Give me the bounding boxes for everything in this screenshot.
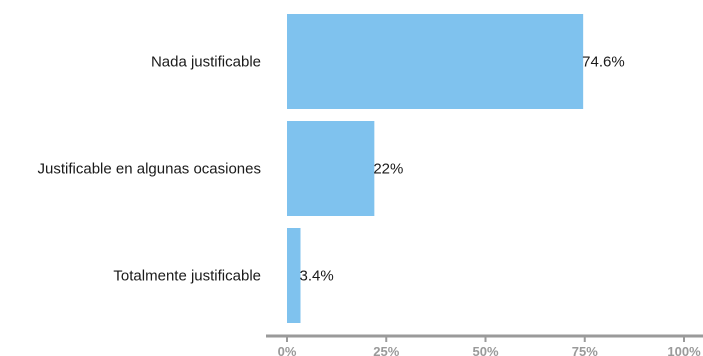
value-label: 74.6%	[582, 54, 625, 71]
bar-1	[287, 121, 375, 216]
value-label: 22%	[373, 161, 403, 178]
category-label: Totalmente justificable	[113, 268, 261, 285]
category-label: Nada justificable	[151, 54, 261, 71]
value-label: 3.4%	[299, 268, 333, 285]
x-axis: 0% 25% 50% 75% 100%	[266, 334, 703, 356]
value-labels: 74.6% 22% 3.4%	[299, 54, 624, 285]
bar-0	[287, 14, 584, 109]
x-tick-label: 75%	[572, 344, 598, 356]
x-tick-label: 25%	[373, 344, 399, 356]
x-tick-label: 0%	[278, 344, 297, 356]
category-label: Justificable en algunas ocasiones	[38, 161, 261, 178]
x-tick-label: 50%	[472, 344, 498, 356]
bars-group	[287, 14, 584, 323]
x-tick-label: 100%	[667, 344, 701, 356]
bar-2	[287, 228, 301, 323]
category-labels: Nada justificable Justificable en algunas…	[38, 54, 261, 285]
